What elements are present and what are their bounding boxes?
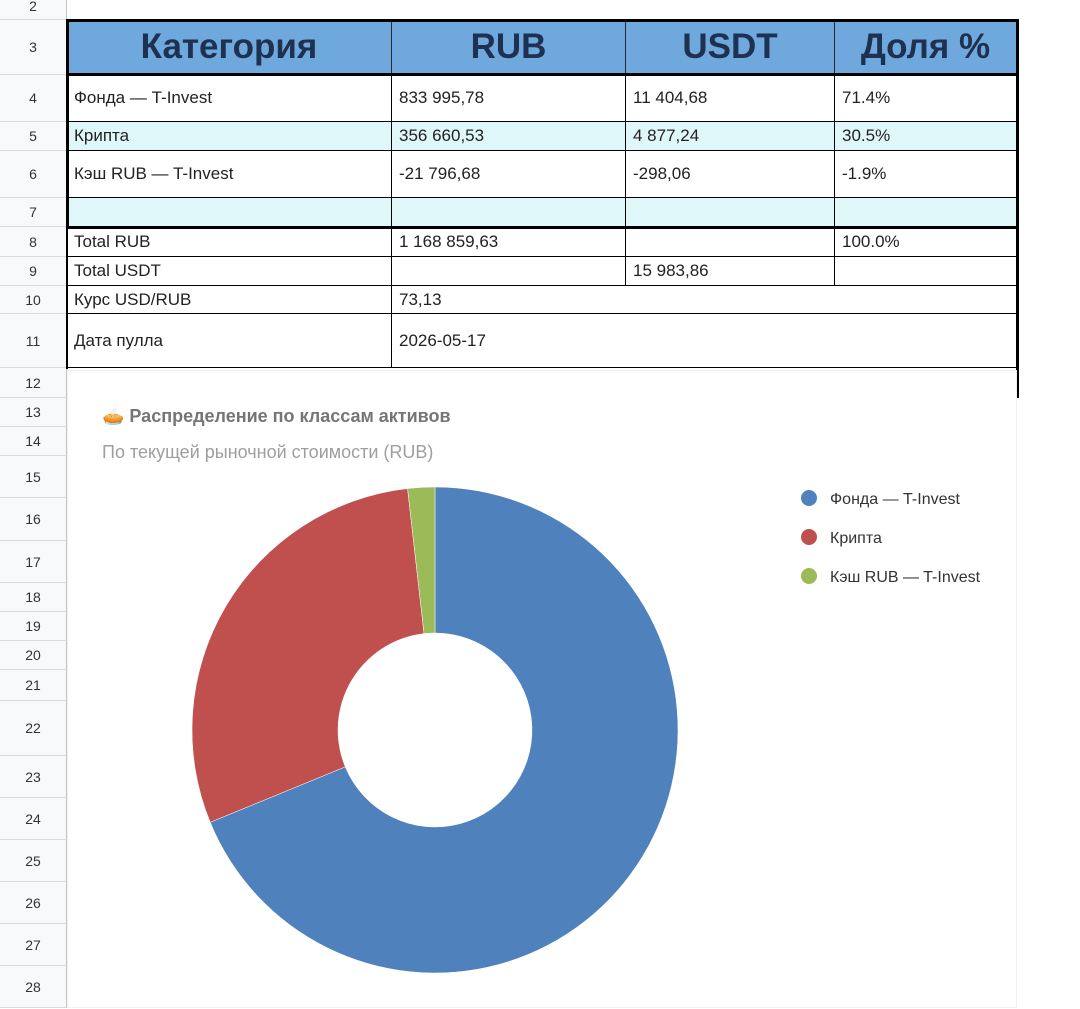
row-number: 19	[0, 612, 67, 641]
table-border	[66, 227, 68, 369]
table-cell: 73,13	[392, 286, 1017, 314]
row-number: 11	[0, 314, 67, 368]
row-number: 25	[0, 840, 67, 882]
row-number: 21	[0, 670, 67, 701]
table-cell: 30.5%	[835, 122, 1017, 151]
row-number: 14	[0, 427, 67, 456]
table-cell: -298,06	[626, 151, 835, 198]
row-number: 26	[0, 882, 67, 924]
table-cell: Крипта	[67, 122, 392, 151]
table-cell: 1 168 859,63	[392, 227, 626, 257]
legend-marker	[801, 529, 817, 545]
table-cell: 833 995,78	[392, 75, 626, 122]
legend-label: Крипта	[830, 530, 882, 547]
table-cell: 4 877,24	[626, 122, 835, 151]
row-number: 15	[0, 456, 67, 498]
table-cell: 2026-05-17	[392, 314, 1017, 368]
table-cell: 15 983,86	[626, 257, 835, 286]
legend-label: Кэш RUB — T-Invest	[830, 569, 981, 586]
row-number: 23	[0, 756, 67, 798]
row-number: 5	[0, 122, 67, 151]
table-cell: Дата пулла	[67, 314, 392, 368]
row-number: 13	[0, 398, 67, 427]
table-cell	[626, 198, 835, 227]
row-number: 8	[0, 227, 67, 257]
table-cell	[835, 257, 1017, 286]
legend-marker	[801, 490, 817, 506]
row-number: 22	[0, 701, 67, 756]
chart-subtitle: По текущей рыночной стоимости (RUB)	[102, 442, 433, 462]
row-number: 17	[0, 541, 67, 583]
row-number: 16	[0, 498, 67, 541]
table-cell	[626, 227, 835, 257]
header-cell: USDT	[626, 20, 835, 75]
table-cell: Кэш RUB — T-Invest	[67, 151, 392, 198]
table-border	[66, 19, 1019, 229]
row-number: 4	[0, 75, 67, 122]
row-number: 18	[0, 583, 67, 612]
row-number: 3	[0, 20, 67, 75]
table-cell: Курс USD/RUB	[67, 286, 392, 314]
row-number: 7	[0, 198, 67, 227]
table-cell: 356 660,53	[392, 122, 626, 151]
legend-marker	[801, 568, 817, 584]
row-number: 9	[0, 257, 67, 286]
header-cell: Доля %	[835, 20, 1017, 75]
chart-title: 🥧 Распределение по классам активов	[102, 406, 451, 426]
row-number: 10	[0, 286, 67, 314]
pie-slice	[191, 488, 425, 823]
table-cell: Total RUB	[67, 227, 392, 257]
table-cell: Фонда — T-Invest	[67, 75, 392, 122]
row-number: 28	[0, 966, 67, 1008]
row-number: 20	[0, 641, 67, 670]
row-number: 24	[0, 798, 67, 840]
table-cell: 100.0%	[835, 227, 1017, 257]
chart: 🥧 Распределение по классам активов По те…	[67, 370, 1017, 1008]
pie-slice	[407, 486, 436, 634]
legend-label: Фонда — T-Invest	[830, 491, 960, 508]
table-cell: -21 796,68	[392, 151, 626, 198]
header-cell: Категория	[67, 20, 392, 75]
table-border	[66, 73, 1019, 76]
row-number: 27	[0, 924, 67, 966]
row-number: 2	[0, 0, 67, 20]
table-border	[1016, 227, 1019, 398]
row-number: 12	[0, 368, 67, 398]
table-cell: 11 404,68	[626, 75, 835, 122]
table-cell	[392, 257, 626, 286]
row-number: 6	[0, 151, 67, 198]
table-cell: Total USDT	[67, 257, 392, 286]
